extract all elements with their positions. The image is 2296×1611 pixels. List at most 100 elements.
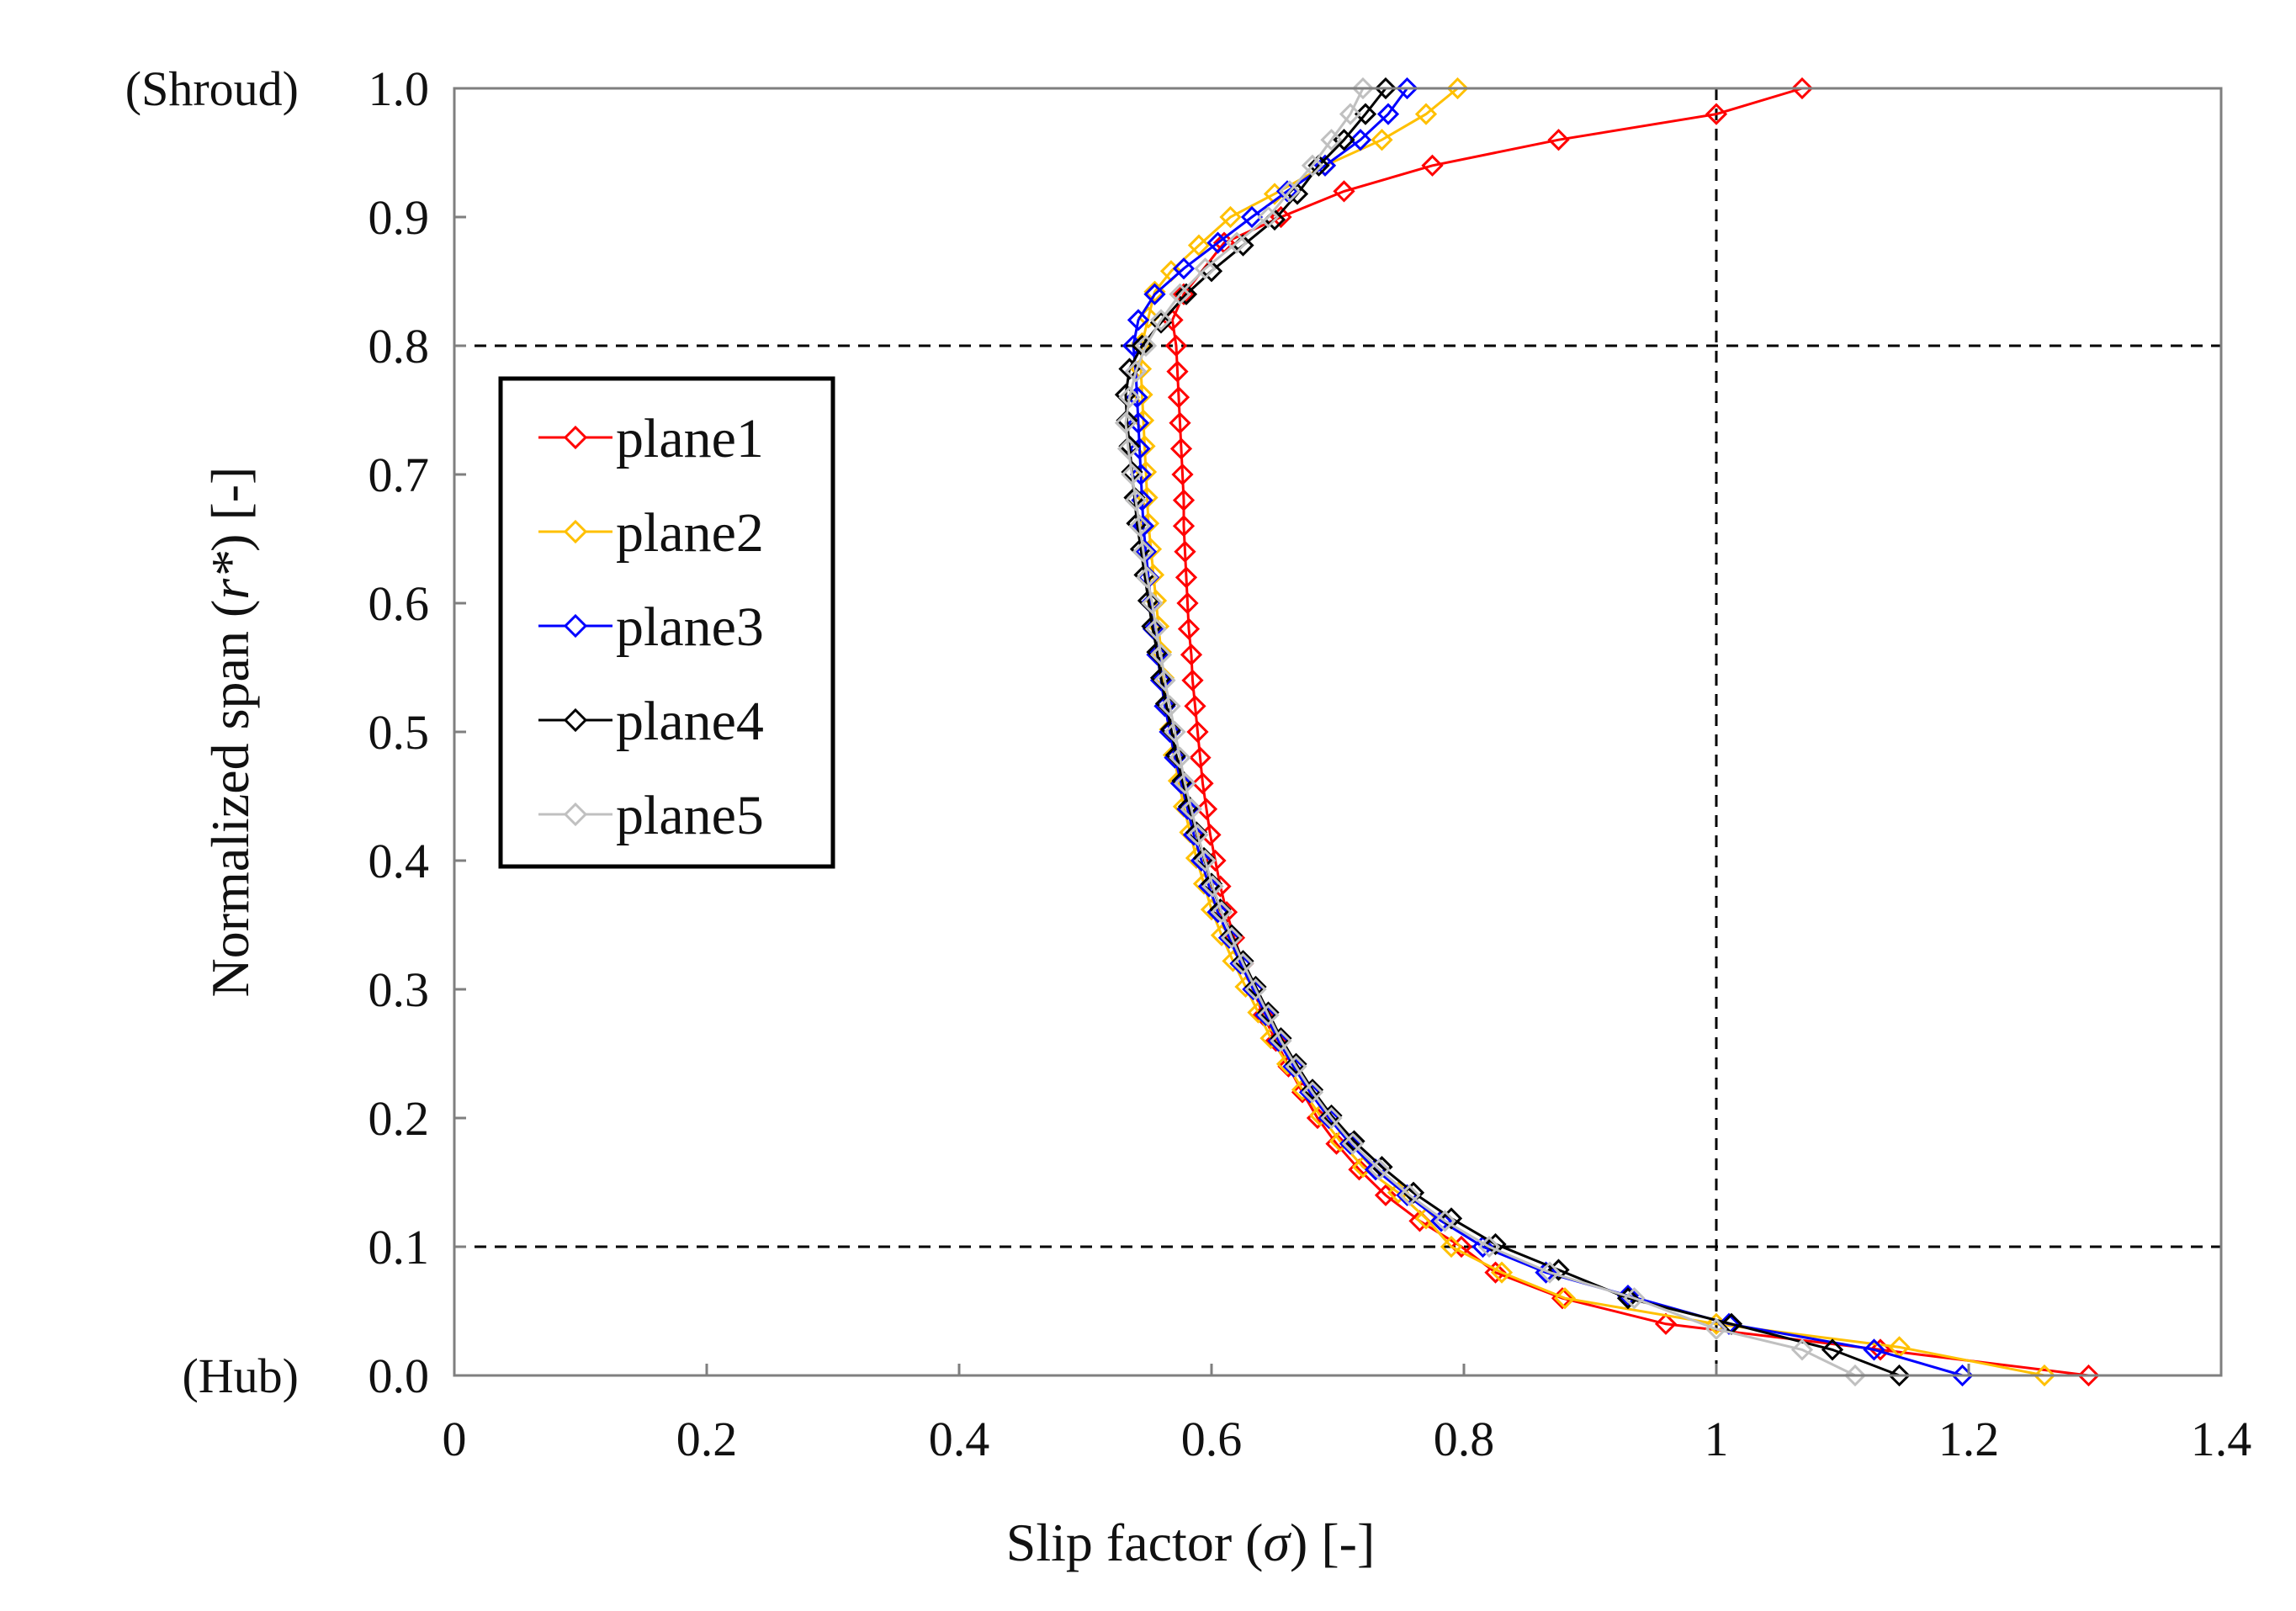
data-point-plane1 [1169, 437, 1193, 460]
data-point-plane2 [1440, 1235, 1463, 1259]
y-tick-label: 0.1 [369, 1220, 430, 1274]
data-point-plane3 [1143, 283, 1166, 305]
data-point-plane5 [1278, 180, 1302, 203]
y-tick-label: 0.6 [369, 576, 430, 631]
legend-label: plane5 [616, 785, 764, 846]
legend-label: plane3 [616, 596, 764, 658]
data-point-plane1 [1172, 489, 1196, 511]
data-point-plane5 [1134, 334, 1158, 358]
legend-marker [563, 613, 588, 639]
data-point-plane5 [1174, 772, 1196, 795]
data-point-plane5 [1159, 695, 1181, 718]
data-point-plane4 [1374, 77, 1397, 100]
data-point-plane3 [1172, 257, 1196, 280]
data-point-plane5 [1244, 978, 1267, 1001]
data-point-plane5 [1398, 1184, 1421, 1206]
data-point-plane1 [1166, 360, 1189, 383]
data-point-plane1 [1177, 617, 1201, 640]
data-point-plane2 [1187, 234, 1211, 257]
data-point-plane1 [1175, 566, 1198, 589]
data-point-plane5 [1201, 875, 1224, 898]
data-point-plane1 [1195, 798, 1218, 820]
data-point-plane4 [1285, 1052, 1307, 1075]
data-point-plane3 [1149, 669, 1173, 692]
data-point-plane4 [1821, 1338, 1844, 1361]
data-point-plane1 [1184, 695, 1206, 718]
data-point-plane5 [1132, 540, 1155, 563]
data-point-plane5 [1114, 411, 1137, 434]
y-axis-title: Normalized span (r*) [-] [200, 467, 260, 998]
x-tick-label: 0.2 [676, 1412, 738, 1466]
legend-marker [563, 707, 588, 733]
y-tick-label: 0.5 [369, 705, 430, 760]
data-point-plane5 [1136, 566, 1159, 589]
x-tick-label: 1 [1705, 1412, 1729, 1466]
data-point-plane5 [1186, 824, 1209, 846]
data-point-plane1 [1180, 644, 1203, 666]
y-tick-label: 0.4 [369, 834, 430, 888]
data-point-plane1 [1181, 669, 1204, 692]
data-point-plane1 [1174, 540, 1196, 563]
data-point-plane5 [1285, 1055, 1307, 1078]
x-tick-label: 0.4 [929, 1412, 990, 1466]
legend-item-plane4: plane4 [538, 691, 764, 752]
data-point-plane1 [1547, 129, 1570, 151]
data-point-plane5 [1257, 1004, 1280, 1026]
data-point-plane4 [1301, 1078, 1324, 1101]
data-point-plane3 [1129, 463, 1153, 486]
data-point-plane5 [1705, 1317, 1728, 1341]
data-point-plane4 [1220, 924, 1243, 946]
data-point-plane5 [1301, 154, 1324, 177]
legend-item-plane2: plane2 [538, 502, 764, 564]
data-point-plane5 [1220, 926, 1243, 949]
data-point-plane4 [1440, 1207, 1463, 1230]
y-tick-label: 0.2 [369, 1091, 430, 1146]
data-point-plane5 [1351, 77, 1375, 100]
y-tick-prefix-label: (Shroud) [125, 61, 299, 116]
series-line-plane4 [1124, 87, 1901, 1377]
data-point-plane1 [1333, 180, 1355, 203]
data-point-plane4 [1118, 358, 1141, 380]
legend-item-plane1: plane1 [538, 408, 764, 469]
data-point-plane5 [1843, 1364, 1867, 1387]
y-tick-label: 1.0 [369, 61, 430, 116]
data-point-plane5 [1368, 1158, 1391, 1181]
data-point-plane5 [1339, 103, 1362, 125]
data-point-plane5 [1118, 386, 1141, 409]
data-point-plane4 [1232, 950, 1254, 972]
data-point-plane3 [1127, 309, 1150, 331]
data-point-plane5 [1121, 463, 1143, 486]
x-axis-title: Slip factor (σ) [-] [1006, 1513, 1376, 1572]
data-point-plane1 [1189, 746, 1212, 769]
data-point-plane5 [1128, 515, 1151, 538]
data-point-plane2 [1219, 205, 1242, 229]
data-point-plane5 [1153, 669, 1176, 692]
data-point-plane3 [1146, 644, 1169, 666]
data-point-plane4 [1320, 1104, 1343, 1127]
data-point-plane1 [1169, 411, 1191, 434]
data-point-plane5 [1116, 437, 1140, 460]
data-point-plane1 [1172, 515, 1196, 538]
data-point-plane1 [1374, 1184, 1397, 1206]
data-point-plane5 [1180, 798, 1203, 820]
data-point-plane5 [1169, 283, 1191, 305]
series-plane5 [1114, 77, 1867, 1387]
data-point-plane5 [1124, 489, 1148, 511]
legend-marker [563, 425, 588, 450]
data-point-plane3 [1376, 103, 1400, 125]
data-point-plane5 [1623, 1287, 1646, 1310]
data-point-plane1 [1167, 386, 1190, 409]
data-point-plane5 [1210, 901, 1233, 924]
data-point-plane2 [1414, 103, 1438, 125]
data-point-plane5 [1538, 1261, 1562, 1284]
data-point-plane4 [1149, 311, 1173, 334]
data-point-plane1 [2077, 1364, 2100, 1387]
data-point-plane4 [1484, 1232, 1507, 1256]
axes: 0 0.2 0.4 0.6 0.8 1 1.2 1.4 0.0 (Hub) 0.1 0.2 0.3 0.4… [125, 61, 2251, 1466]
x-tick-label: 0.8 [1434, 1412, 1495, 1466]
data-point-plane1 [1171, 463, 1194, 486]
legend: plane1 plane2 plane3 plane4 plane5 [498, 376, 835, 869]
data-point-plane5 [1164, 720, 1186, 744]
data-point-plane5 [1477, 1235, 1501, 1259]
